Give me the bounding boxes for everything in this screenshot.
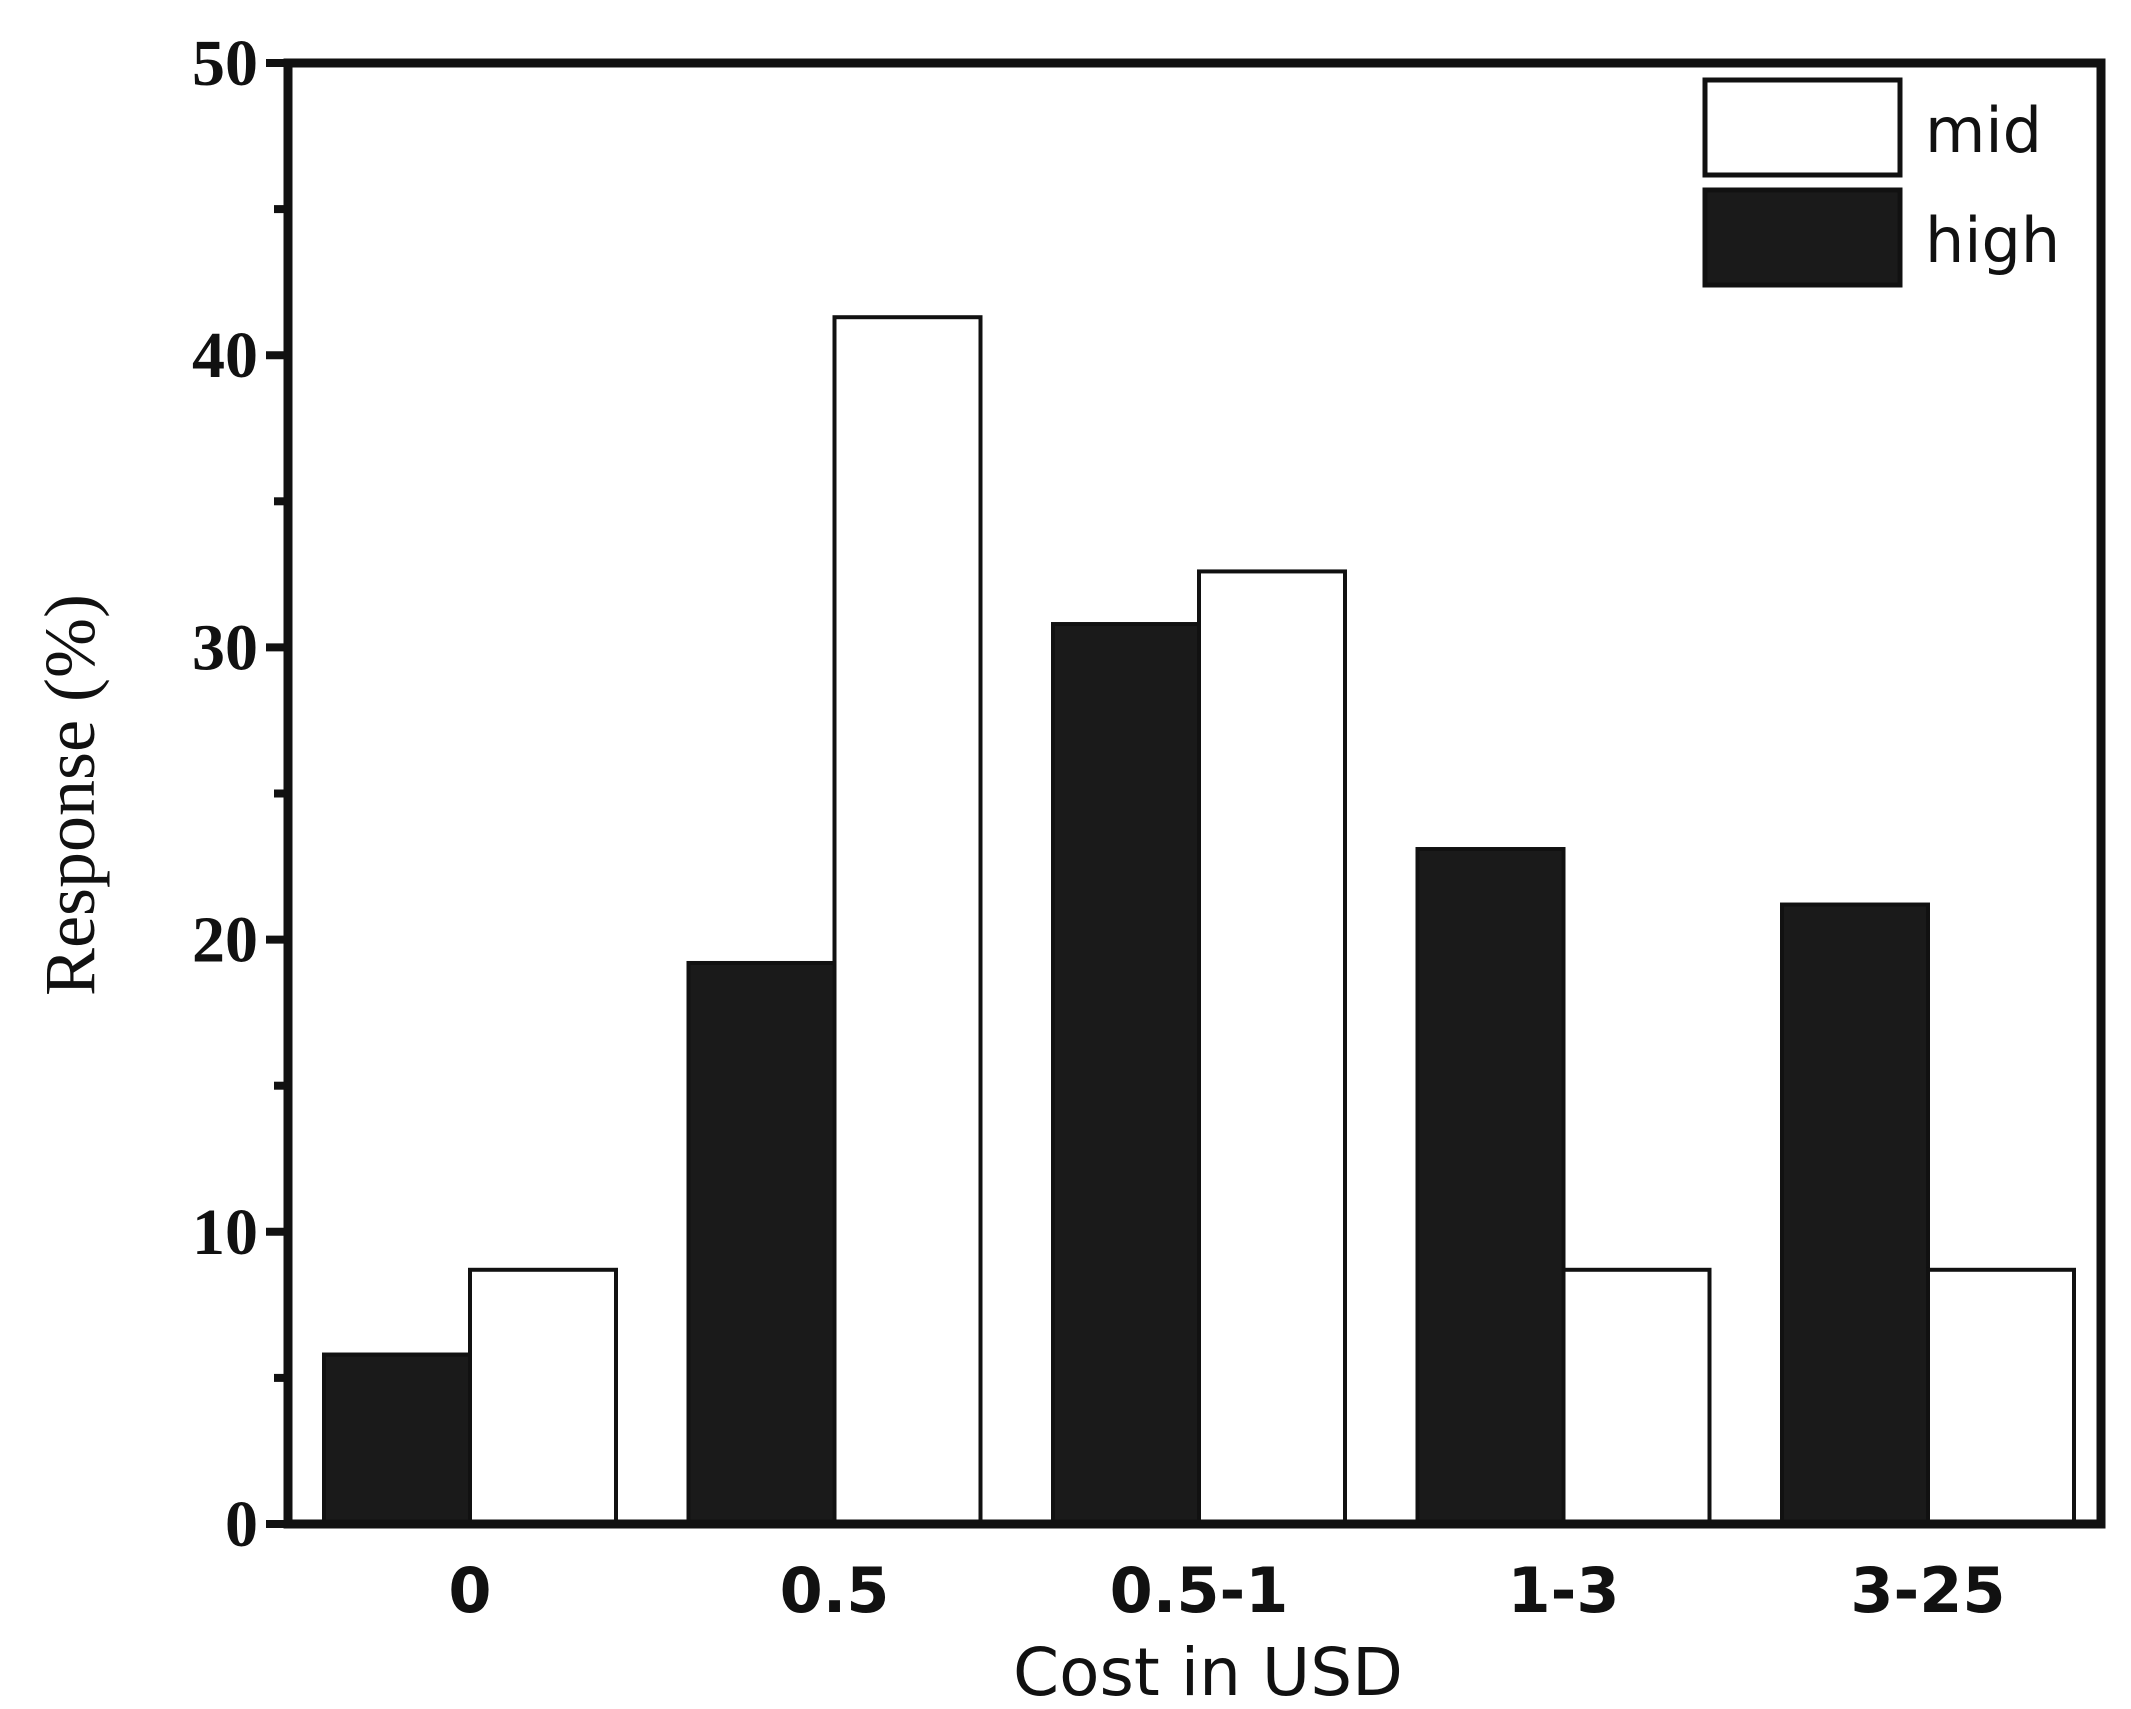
y-tick-label-30: 30: [192, 611, 258, 684]
x-tick-label-4: 3-25: [1850, 1554, 2005, 1627]
bar-high-3: [1415, 847, 1566, 1526]
x-axis-title: Cost in USD: [1013, 1634, 1403, 1709]
y-tick-label-50: 50: [192, 27, 258, 100]
legend-label-mid: mid: [1925, 94, 2042, 167]
y-tick-label-0: 0: [225, 1488, 258, 1561]
bar-high-1: [686, 960, 837, 1526]
bar-high-0: [322, 1352, 472, 1527]
y-axis-title: Response (%): [30, 594, 110, 996]
bar-mid-4: [1926, 1267, 2076, 1527]
bar-mid-1: [832, 315, 983, 1526]
bar-high-2: [1051, 622, 1201, 1526]
x-tick-label-0: 0: [448, 1554, 491, 1627]
y-tick-label-10: 10: [192, 1196, 258, 1269]
x-tick-label-1: 0.5: [780, 1554, 890, 1627]
x-tick-label-2: 0.5-1: [1110, 1554, 1289, 1627]
bar-mid-3: [1561, 1267, 1712, 1527]
legend-swatch-mid: [1702, 77, 1903, 178]
legend: mid high: [1702, 77, 2060, 288]
legend-swatch-high: [1702, 187, 1903, 288]
bar-high-4: [1780, 902, 1930, 1526]
bar-mid-0: [468, 1267, 618, 1527]
x-tick-label-3: 1-3: [1507, 1554, 1619, 1627]
legend-label-high: high: [1925, 204, 2060, 277]
y-axis: 0 10 20 30 40 50: [192, 27, 288, 1561]
bar-mid-2: [1197, 569, 1347, 1526]
bars-group: [322, 315, 2076, 1527]
y-tick-label-40: 40: [192, 319, 258, 392]
x-axis: 0 0.5 0.5-1 1-3 3-25: [448, 1554, 2005, 1627]
y-tick-label-20: 20: [192, 904, 258, 977]
